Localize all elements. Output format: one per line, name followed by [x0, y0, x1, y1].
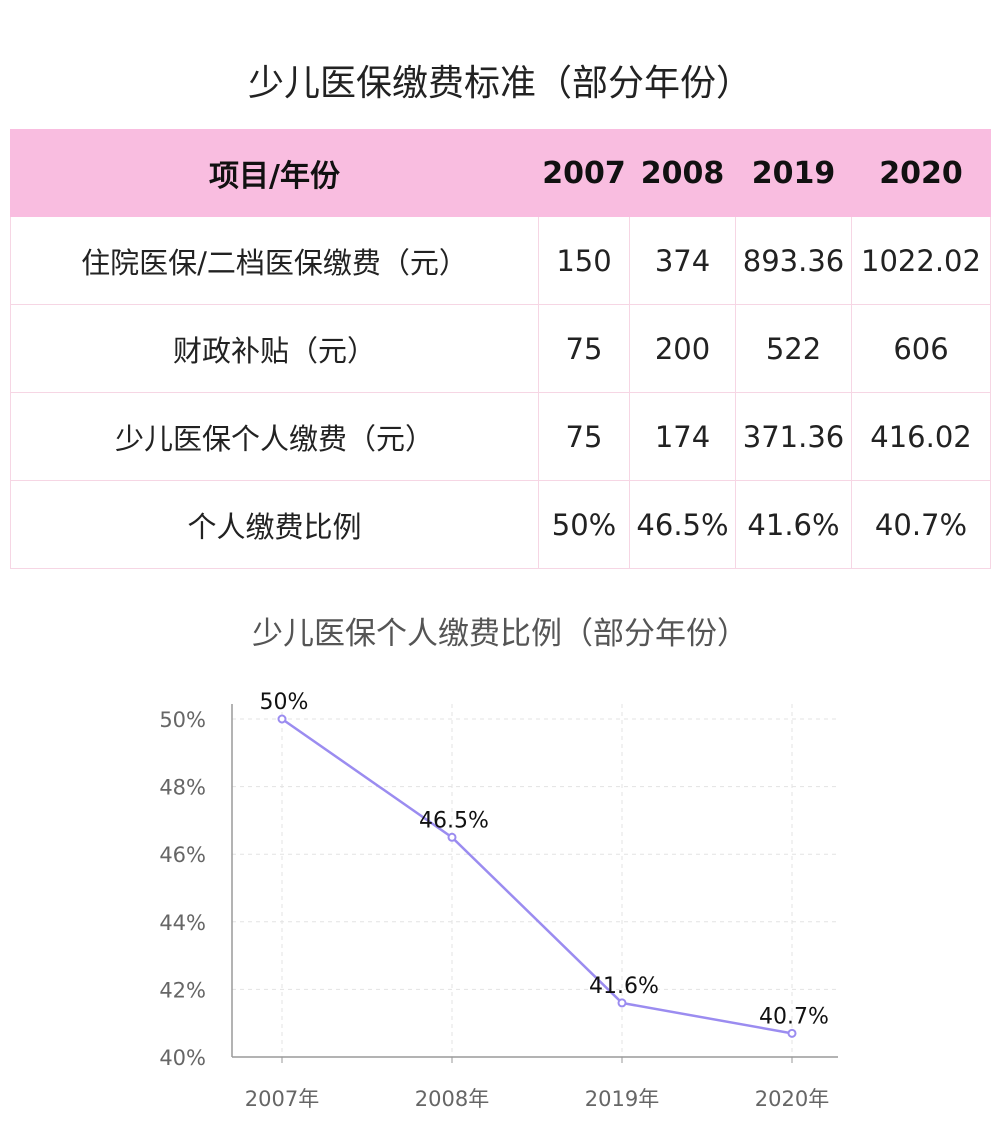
- table-cell: 41.6%: [735, 480, 852, 569]
- header-2008: 2008: [629, 129, 736, 217]
- y-tick-label: 48%: [159, 776, 206, 800]
- header-item-year: 项目/年份: [10, 129, 539, 217]
- row-label: 个人缴费比例: [10, 480, 539, 569]
- table-cell: 150: [538, 216, 630, 305]
- data-label: 50%: [260, 690, 309, 715]
- table-title: 少儿医保缴费标准（部分年份）: [247, 63, 752, 104]
- table-row: 个人缴费比例 50% 46.5% 41.6% 40.7%: [10, 480, 991, 569]
- y-tick-label: 46%: [159, 843, 206, 867]
- table-cell: 75: [538, 304, 630, 393]
- table-cell: 46.5%: [629, 480, 736, 569]
- y-tick-label: 42%: [159, 978, 206, 1002]
- table-row: 住院医保/二档医保缴费（元） 150 374 893.36 1022.02: [10, 216, 991, 305]
- data-point: [787, 1028, 797, 1038]
- data-label: 41.6%: [589, 974, 659, 999]
- table-cell: 374: [629, 216, 736, 305]
- table-cell: 50%: [538, 480, 630, 569]
- data-point: [617, 998, 627, 1008]
- y-tick-label: 40%: [159, 1046, 206, 1070]
- row-label: 住院医保/二档医保缴费（元）: [10, 216, 539, 305]
- ratio-line-chart: 40% 42% 44% 46% 48% 50% 2007年 2008年 2019年 2020年 50…: [159, 690, 838, 1111]
- y-tick-label: 50%: [159, 708, 206, 732]
- table-row: 财政补贴（元） 75 200 522 606: [10, 304, 991, 393]
- data-point: [277, 714, 287, 724]
- table-cell: 522: [735, 304, 852, 393]
- data-point: [447, 832, 457, 842]
- table-cell: 606: [851, 304, 991, 393]
- table-cell: 200: [629, 304, 736, 393]
- table-cell: 893.36: [735, 216, 852, 305]
- series-line: [281, 717, 793, 1035]
- header-2019: 2019: [735, 129, 852, 217]
- table-cell: 371.36: [735, 392, 852, 481]
- table-cell: 174: [629, 392, 736, 481]
- table-cell: 1022.02: [851, 216, 991, 305]
- x-tick-label: 2019年: [585, 1087, 659, 1111]
- row-label: 财政补贴（元）: [10, 304, 539, 393]
- x-tick-label: 2007年: [245, 1087, 319, 1111]
- header-2007: 2007: [538, 129, 630, 217]
- table-header-row: 项目/年份 2007 2008 2019 2020: [10, 129, 991, 217]
- table-cell: 416.02: [851, 392, 991, 481]
- data-label: 46.5%: [419, 808, 489, 833]
- row-label: 少儿医保个人缴费（元）: [10, 392, 539, 481]
- chart-title: 少儿医保个人缴费比例（部分年份）: [252, 616, 748, 652]
- x-tick-label: 2020年: [755, 1087, 829, 1111]
- header-2020: 2020: [851, 129, 991, 217]
- y-tick-label: 44%: [159, 911, 206, 935]
- table-cell: 40.7%: [851, 480, 991, 569]
- data-label: 40.7%: [759, 1004, 829, 1029]
- x-tick-label: 2008年: [415, 1087, 489, 1111]
- table-row: 少儿医保个人缴费（元） 75 174 371.36 416.02: [10, 392, 991, 481]
- fee-standard-table: 项目/年份 2007 2008 2019 2020 住院医保/二档医保缴费（元）…: [10, 129, 991, 569]
- table-cell: 75: [538, 392, 630, 481]
